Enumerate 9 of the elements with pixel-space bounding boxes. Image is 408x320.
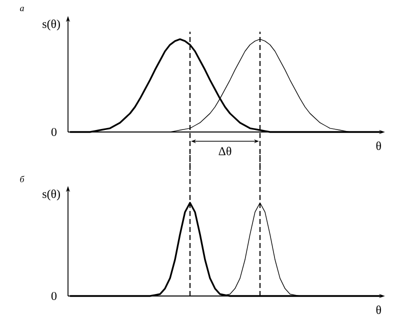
x-axis-title: θ <box>376 306 381 314</box>
text: 0 <box>51 128 57 136</box>
text: Δθ <box>218 146 232 156</box>
text: 0 <box>51 292 57 300</box>
y-axis-title: s(θ) <box>42 20 60 30</box>
y-axis-title: s(θ) <box>42 190 60 200</box>
chart-title: б <box>20 176 24 182</box>
x-axis-title: θ <box>376 142 381 150</box>
chart-title: а <box>20 6 24 12</box>
